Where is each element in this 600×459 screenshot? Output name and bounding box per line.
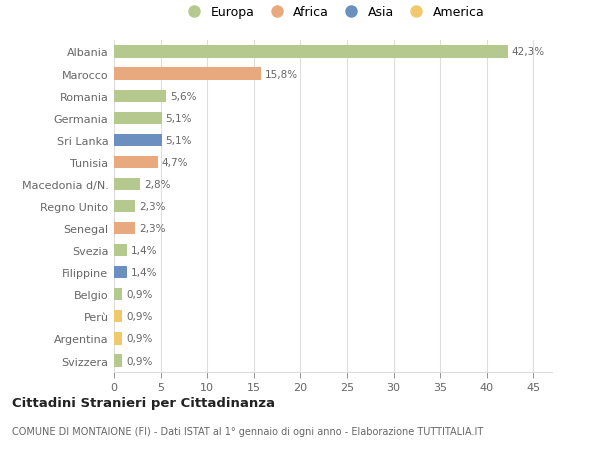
Text: COMUNE DI MONTAIONE (FI) - Dati ISTAT al 1° gennaio di ogni anno - Elaborazione : COMUNE DI MONTAIONE (FI) - Dati ISTAT al… xyxy=(12,426,483,436)
Legend: Europa, Africa, Asia, America: Europa, Africa, Asia, America xyxy=(182,6,484,19)
Bar xyxy=(114,355,122,367)
Text: 0,9%: 0,9% xyxy=(126,290,152,300)
Text: 1,4%: 1,4% xyxy=(131,246,157,256)
Text: 2,3%: 2,3% xyxy=(139,224,166,234)
Bar xyxy=(114,112,161,124)
Text: 0,9%: 0,9% xyxy=(126,334,152,344)
Bar xyxy=(114,134,161,146)
Text: 15,8%: 15,8% xyxy=(265,69,298,79)
Text: 0,9%: 0,9% xyxy=(126,312,152,322)
Text: 5,1%: 5,1% xyxy=(165,113,192,123)
Bar xyxy=(114,223,136,235)
Bar xyxy=(114,267,127,279)
Text: 1,4%: 1,4% xyxy=(131,268,157,278)
Text: 4,7%: 4,7% xyxy=(161,157,188,168)
Bar xyxy=(114,333,122,345)
Text: 2,3%: 2,3% xyxy=(139,202,166,212)
Bar xyxy=(114,68,261,80)
Text: 42,3%: 42,3% xyxy=(512,47,545,57)
Bar xyxy=(114,46,508,58)
Bar xyxy=(114,245,127,257)
Text: 5,1%: 5,1% xyxy=(165,135,192,146)
Bar xyxy=(114,311,122,323)
Text: Cittadini Stranieri per Cittadinanza: Cittadini Stranieri per Cittadinanza xyxy=(12,396,275,409)
Bar xyxy=(114,90,166,102)
Text: 2,8%: 2,8% xyxy=(144,179,170,190)
Bar xyxy=(114,179,140,190)
Bar xyxy=(114,201,136,213)
Bar xyxy=(114,157,158,168)
Text: 5,6%: 5,6% xyxy=(170,91,196,101)
Text: 0,9%: 0,9% xyxy=(126,356,152,366)
Bar xyxy=(114,289,122,301)
